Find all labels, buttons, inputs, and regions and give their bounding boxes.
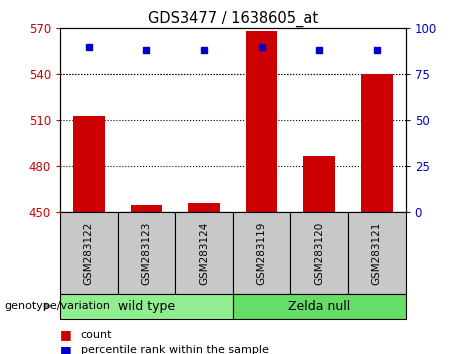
Bar [233,294,406,319]
Bar [303,156,335,212]
Text: ■: ■ [60,328,71,341]
Text: ■: ■ [60,344,71,354]
Bar [60,212,118,294]
Title: GDS3477 / 1638605_at: GDS3477 / 1638605_at [148,11,318,27]
Bar [348,212,406,294]
Text: GSM283121: GSM283121 [372,221,382,285]
Text: GSM283124: GSM283124 [199,221,209,285]
Bar [361,74,393,212]
Bar [130,205,162,212]
Text: GSM283120: GSM283120 [314,222,324,285]
Bar [233,212,290,294]
Bar [73,116,105,212]
Text: percentile rank within the sample: percentile rank within the sample [81,346,269,354]
Text: GSM283123: GSM283123 [142,221,151,285]
Text: genotype/variation: genotype/variation [5,301,111,311]
Bar [246,32,278,212]
Bar [175,212,233,294]
Bar [188,203,220,212]
Text: count: count [81,330,112,339]
Bar [290,212,348,294]
Text: GSM283119: GSM283119 [257,221,266,285]
Bar [118,212,175,294]
Text: wild type: wild type [118,300,175,313]
Text: GSM283122: GSM283122 [84,221,94,285]
Text: Zelda null: Zelda null [288,300,350,313]
Bar [60,294,233,319]
